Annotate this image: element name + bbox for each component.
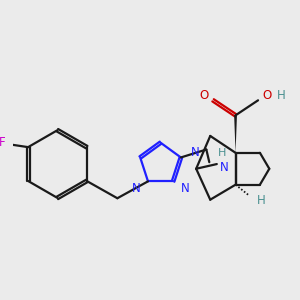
Text: H: H [256, 194, 265, 207]
Polygon shape [234, 115, 237, 153]
Text: N: N [220, 161, 229, 174]
Text: F: F [0, 136, 5, 149]
Text: H: H [277, 89, 286, 102]
Text: O: O [199, 89, 208, 102]
Text: O: O [263, 89, 272, 102]
Text: N: N [190, 146, 199, 159]
Text: H: H [218, 148, 226, 158]
Text: N: N [181, 182, 190, 195]
Text: N: N [131, 182, 140, 195]
